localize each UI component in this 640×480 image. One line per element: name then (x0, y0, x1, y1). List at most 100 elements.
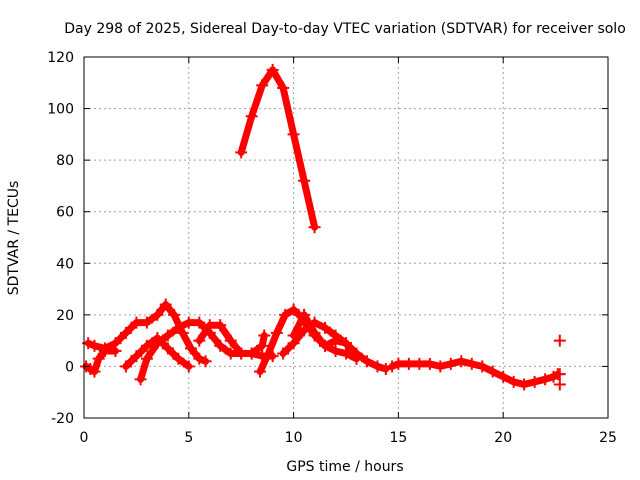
data-point (287, 128, 300, 141)
data-point (161, 342, 174, 355)
x-tick-label: 10 (285, 430, 303, 446)
data-point (486, 365, 499, 378)
y-tick-label: 40 (56, 256, 74, 272)
data-point (266, 63, 279, 76)
series-sat-a (237, 66, 319, 231)
data-point (262, 347, 275, 360)
data-point (507, 375, 520, 388)
x-axis-title: GPS time / hours (286, 459, 403, 475)
data-point (172, 352, 185, 365)
data-point (88, 339, 101, 352)
data-point (279, 308, 292, 321)
series-layer (80, 63, 566, 391)
data-point (182, 316, 195, 329)
data-point (371, 360, 384, 373)
data-point (130, 350, 143, 363)
data-point (140, 339, 153, 352)
data-point (151, 308, 164, 321)
data-point (214, 319, 227, 332)
data-point (258, 329, 271, 342)
y-tick-label: 80 (56, 153, 74, 169)
data-point (277, 81, 290, 94)
grid (84, 57, 608, 418)
data-point (193, 352, 206, 365)
data-point (350, 352, 363, 365)
data-point (329, 334, 342, 347)
data-point (256, 79, 269, 92)
data-point (92, 352, 105, 365)
data-point (444, 357, 457, 370)
x-tick-label: 5 (184, 430, 193, 446)
data-point (277, 347, 290, 360)
data-point (235, 146, 248, 159)
plot-frame (83, 56, 609, 419)
data-point (184, 342, 197, 355)
data-point (298, 174, 311, 187)
data-point (182, 360, 195, 373)
y-axis-ticks: -20 0 20 40 60 80 100 120 (47, 50, 608, 427)
data-point (539, 373, 552, 386)
data-point (256, 339, 269, 352)
data-point (340, 337, 352, 350)
data-point (98, 344, 111, 357)
data-point (224, 334, 237, 347)
data-point (497, 370, 510, 383)
data-point (168, 308, 181, 321)
data-point (203, 319, 216, 332)
data-point (476, 360, 489, 373)
data-point (224, 347, 237, 360)
x-tick-label: 15 (389, 430, 407, 446)
data-point (119, 326, 132, 339)
data-point (287, 303, 300, 316)
y-tick-label: 120 (47, 50, 74, 66)
data-point (423, 357, 436, 370)
data-point (434, 360, 447, 373)
y-tick-label: 0 (65, 359, 74, 375)
y-tick-label: 60 (56, 205, 74, 221)
plus-marker (553, 368, 566, 381)
data-point (298, 308, 311, 321)
data-point (455, 355, 468, 368)
data-point (308, 326, 321, 339)
data-point (308, 221, 321, 234)
data-point (528, 375, 541, 388)
data-point (518, 378, 531, 391)
data-point (287, 329, 300, 342)
data-point (214, 339, 227, 352)
data-point (199, 355, 212, 368)
data-point (151, 332, 164, 345)
data-point (235, 347, 248, 360)
data-point (245, 110, 258, 123)
data-point (465, 357, 478, 370)
x-tick-label: 25 (599, 430, 617, 446)
data-point (88, 365, 101, 378)
data-point (134, 373, 147, 386)
y-tick-label: 20 (56, 308, 74, 324)
x-axis-ticks: 0 5 10 15 20 25 (80, 57, 617, 446)
data-point (161, 329, 174, 342)
chart-title: Day 298 of 2025, Sidereal Day-to-day VTE… (64, 21, 626, 37)
data-point (329, 344, 342, 357)
data-point (159, 298, 172, 311)
data-point (413, 357, 426, 370)
plus-marker (553, 334, 566, 347)
data-point (245, 347, 258, 360)
data-point (360, 355, 373, 368)
x-tick-label: 20 (494, 430, 512, 446)
y-axis-title: SDTVAR / TECUs (6, 181, 22, 296)
x-tick-label: 0 (80, 430, 89, 446)
data-point (109, 344, 122, 357)
data-point (130, 316, 143, 329)
data-point (254, 365, 267, 378)
data-point (193, 316, 206, 329)
data-point (392, 357, 405, 370)
data-point (319, 339, 332, 352)
data-point (140, 316, 153, 329)
data-point (319, 321, 332, 334)
y-tick-label: 100 (47, 102, 74, 118)
data-point (172, 321, 185, 334)
data-point (402, 357, 415, 370)
plus-marker (553, 378, 566, 391)
